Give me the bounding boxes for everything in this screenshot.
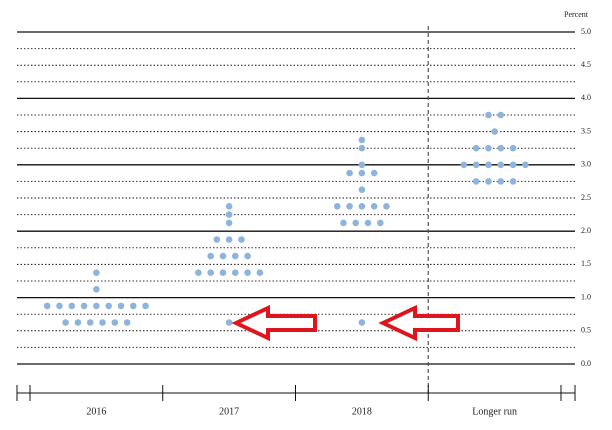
dot <box>225 319 233 326</box>
dot <box>358 144 366 152</box>
dot <box>497 178 505 185</box>
y-tick-label: 3.0 <box>581 160 591 169</box>
dot <box>123 319 131 326</box>
dot <box>491 128 498 135</box>
y-tick-label: 4.5 <box>581 60 591 69</box>
dot <box>358 186 366 193</box>
dot <box>472 161 480 169</box>
y-tick-label: 5.0 <box>581 27 591 36</box>
y-axis-label: Percent <box>564 10 589 19</box>
dot <box>111 319 119 326</box>
dot <box>244 269 251 277</box>
dot <box>509 161 517 169</box>
dot <box>346 169 353 177</box>
dot <box>358 203 366 210</box>
dot <box>207 269 214 277</box>
dot <box>68 302 76 310</box>
dot <box>497 144 505 152</box>
dot <box>472 144 480 152</box>
dot <box>333 203 341 210</box>
dot <box>358 169 366 177</box>
x-tick-label: 2017 <box>219 406 239 417</box>
y-tick-label: 0.0 <box>581 359 591 368</box>
dot <box>522 161 529 169</box>
y-tick-label: 1.0 <box>581 292 591 301</box>
dot <box>207 252 214 260</box>
dot <box>340 219 347 227</box>
y-tick-label: 2.0 <box>581 226 591 235</box>
x-tick-label: 2016 <box>86 406 106 417</box>
dot <box>485 178 492 185</box>
dot <box>56 302 63 310</box>
dot <box>117 302 125 310</box>
dot <box>472 178 480 185</box>
dot <box>364 219 372 227</box>
dot <box>74 319 82 326</box>
dot <box>62 319 69 326</box>
dot <box>377 219 384 227</box>
x-tick-label: Longer run <box>472 406 517 417</box>
dot <box>370 203 378 210</box>
dot <box>99 319 106 326</box>
dot <box>225 203 233 210</box>
arrow <box>378 304 460 342</box>
dot <box>231 269 239 277</box>
dot <box>93 269 100 277</box>
dot <box>231 252 239 260</box>
dot <box>93 302 100 310</box>
dot <box>219 252 227 260</box>
dot <box>142 302 149 310</box>
dot <box>370 169 378 177</box>
dot <box>213 236 221 243</box>
dot <box>80 302 88 310</box>
dot <box>93 286 100 293</box>
dot <box>225 219 233 227</box>
dot <box>86 319 94 326</box>
dot <box>256 269 264 277</box>
dot <box>225 236 233 243</box>
dot <box>43 302 51 310</box>
x-tick-label: 2018 <box>352 406 372 417</box>
dot <box>383 203 390 210</box>
dot <box>225 211 233 218</box>
dot <box>509 144 517 152</box>
dot <box>129 302 137 310</box>
dot <box>358 161 366 169</box>
dot <box>346 203 353 210</box>
dot <box>195 269 202 277</box>
dot <box>358 136 366 144</box>
arrow-annotation <box>231 304 460 342</box>
dot <box>238 236 245 243</box>
y-tick-label: 0.5 <box>581 326 591 335</box>
dot <box>485 111 492 119</box>
dot <box>485 161 492 169</box>
dot <box>352 219 360 227</box>
y-tick-label: 2.5 <box>581 193 591 202</box>
y-tick-label: 1.5 <box>581 259 591 268</box>
dot <box>497 161 505 169</box>
dot <box>105 302 112 310</box>
dot <box>460 161 468 169</box>
dot <box>485 144 492 152</box>
dot <box>219 269 227 277</box>
y-tick-label: 3.5 <box>581 126 591 135</box>
dot <box>509 178 517 185</box>
dot <box>497 111 505 119</box>
arrow <box>231 304 317 342</box>
y-tick-label: 4.0 <box>581 93 591 102</box>
dot <box>244 252 251 260</box>
dot <box>358 319 366 326</box>
